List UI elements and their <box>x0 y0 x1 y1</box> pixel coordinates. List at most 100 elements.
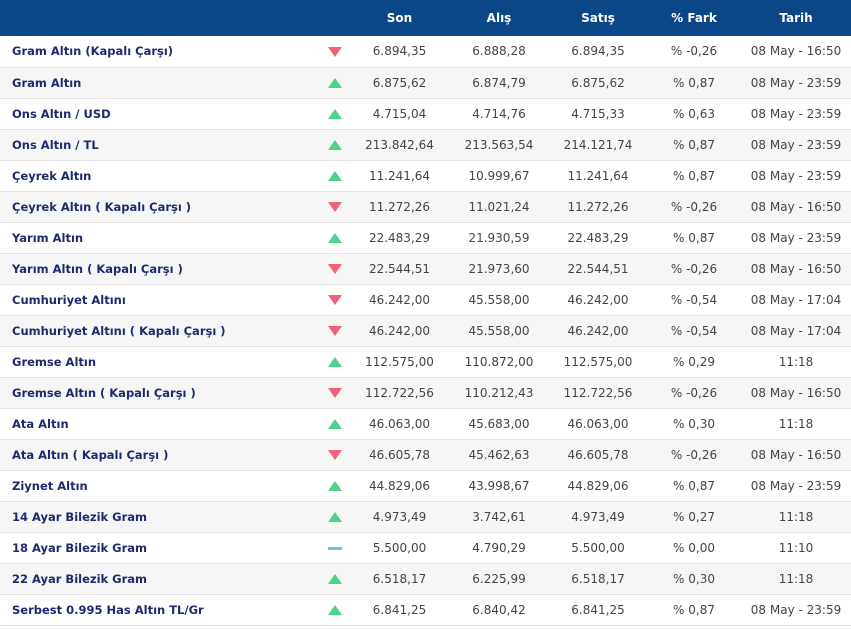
cell-satis: 4.715,33 <box>571 106 625 121</box>
cell-son: 112.575,00 <box>365 354 434 369</box>
trend-cell <box>320 67 350 98</box>
row-name-link[interactable]: Ata Altın ( Kapalı Çarşı ) <box>12 447 169 462</box>
cell-son: 22.483,29 <box>368 230 431 245</box>
trend-down-icon <box>328 388 342 398</box>
cell-son: 46.063,00 <box>368 416 431 431</box>
cell-fark: % 0,27 <box>673 509 715 524</box>
header-tarih[interactable]: Tarih <box>779 11 813 25</box>
cell-satis: 112.575,00 <box>563 354 633 369</box>
table-row[interactable]: Ziynet Altın 44.829,06 43.998,67 44.829,06%… <box>0 470 851 501</box>
cell-fark: % 0,87 <box>673 75 715 90</box>
cell-fark: % 0,00 <box>673 540 715 555</box>
cell-tarih: 08 May - 16:50 <box>750 261 842 276</box>
row-name-link[interactable]: Yarım Altın <box>12 230 84 245</box>
trend-cell <box>320 408 350 439</box>
row-name-link[interactable]: Ziynet Altın <box>12 478 88 493</box>
table-row[interactable]: Yarım Altın ( Kapalı Çarşı ) 22.544,51 21.… <box>0 253 851 284</box>
cell-alis: 6.225,99 <box>472 571 526 586</box>
cell-tarih: 08 May - 17:04 <box>750 292 842 307</box>
cell-alis: 45.558,00 <box>468 323 530 338</box>
cell-tarih: 08 May - 16:50 <box>750 447 842 462</box>
cell-tarih: 08 May - 17:04 <box>750 323 842 338</box>
cell-fark: % 0,30 <box>673 571 715 586</box>
header-fark[interactable]: % Fark <box>671 11 717 25</box>
table-row[interactable]: Gremse Altın ( Kapalı Çarşı ) 112.722,56 1… <box>0 377 851 408</box>
table-row[interactable]: Çeyrek Altın 11.241,64 10.999,67 11.241,64%… <box>0 160 851 191</box>
row-name-link[interactable]: Ata Altın <box>12 416 69 431</box>
cell-son: 4.715,04 <box>372 106 427 121</box>
cell-alis: 45.683,00 <box>468 416 530 431</box>
table-row[interactable]: 22 Ayar Bilezik Gram 6.518,17 6.225,99 6.51… <box>0 563 851 594</box>
header-son[interactable]: Son <box>386 11 413 25</box>
cell-satis: 22.483,29 <box>567 230 629 245</box>
cell-son: 6.518,17 <box>372 571 427 586</box>
row-name-link[interactable]: 14 Ayar Bilezik Gram <box>12 509 148 524</box>
header-trend <box>320 0 350 36</box>
table-row[interactable]: Serbest 0.995 Has Altın TL/Gr 6.841,25 6.8… <box>0 594 851 625</box>
cell-tarih: 08 May - 23:59 <box>750 75 842 90</box>
trend-cell <box>320 222 350 253</box>
table-row[interactable]: Cumhuriyet Altını 46.242,00 45.558,00 46.24… <box>0 284 851 315</box>
row-name-link[interactable]: Cumhuriyet Altını <box>12 292 126 307</box>
cell-fark: % 0,87 <box>673 602 715 617</box>
row-name-link[interactable]: Gram Altın <box>12 75 82 90</box>
trend-cell <box>320 315 350 346</box>
cell-alis: 110.212,43 <box>464 385 534 400</box>
row-name-link[interactable]: Serbest 0.995 Has Altın TL/Gr <box>12 602 204 617</box>
row-name-link[interactable]: Yarım Altın ( Kapalı Çarşı ) <box>12 261 183 276</box>
trend-up-icon <box>328 109 342 119</box>
cell-tarih: 08 May - 23:59 <box>750 168 842 183</box>
header-satis[interactable]: Satış <box>581 11 615 25</box>
cell-son: 46.605,78 <box>368 447 431 462</box>
table-row[interactable]: 18 Ayar Bilezik Gram 5.500,00 4.790,29 5.50… <box>0 532 851 563</box>
table-row[interactable]: Ata Altın ( Kapalı Çarşı ) 46.605,78 45.46… <box>0 439 851 470</box>
row-name-link[interactable]: 22 Ayar Bilezik Gram <box>12 571 148 586</box>
trend-up-icon <box>328 357 342 367</box>
row-name-link[interactable]: Ons Altın / USD <box>12 106 111 121</box>
header-alis[interactable]: Alış <box>486 11 512 25</box>
table-row[interactable]: Ata Altın 46.063,00 45.683,00 46.063,00 % 0,… <box>0 408 851 439</box>
cell-son: 22.544,51 <box>368 261 431 276</box>
table-row[interactable]: Gram Altın 6.875,62 6.874,79 6.875,62 % 0,87… <box>0 67 851 98</box>
table-row[interactable]: Gremse Altın 112.575,00 110.872,00 112.575,… <box>0 346 851 377</box>
table-row[interactable]: Ons Altın / TL 213.842,64 213.563,54 214.12… <box>0 129 851 160</box>
table-row[interactable]: Cumhuriyet Altını ( Kapalı Çarşı ) 46.242… <box>0 315 851 346</box>
row-name-link[interactable]: 18 Ayar Bilezik Gram <box>12 540 148 555</box>
table-row[interactable]: 14 Ayar Bilezik Gram 4.973,49 3.742,61 4.97… <box>0 501 851 532</box>
trend-down-icon <box>328 264 342 274</box>
row-name-link[interactable]: Ons Altın / TL <box>12 137 99 152</box>
row-name-link[interactable]: Çeyrek Altın ( Kapalı Çarşı ) <box>12 199 192 214</box>
cell-tarih: 11:18 <box>778 509 814 524</box>
cell-fark: % 0,30 <box>673 416 715 431</box>
cell-satis: 11.241,64 <box>567 168 629 183</box>
cell-tarih: 08 May - 23:59 <box>750 137 842 152</box>
cell-son: 6.875,62 <box>372 75 427 90</box>
table-row[interactable]: Çeyrek Altın ( Kapalı Çarşı ) 11.272,26 11… <box>0 191 851 222</box>
row-name-link[interactable]: Cumhuriyet Altını ( Kapalı Çarşı ) <box>12 323 226 338</box>
cell-fark: % -0,26 <box>670 447 718 462</box>
header-name <box>0 0 320 36</box>
cell-satis: 4.973,49 <box>571 509 625 524</box>
trend-down-icon <box>328 202 342 212</box>
cell-satis: 46.605,78 <box>567 447 629 462</box>
cell-tarih: 08 May - 16:50 <box>750 385 842 400</box>
cell-tarih: 08 May - 23:59 <box>750 602 842 617</box>
table-row[interactable]: Ons Altın / USD 4.715,04 4.714,76 4.715,33%… <box>0 98 851 129</box>
row-name-link[interactable]: Gremse Altın ( Kapalı Çarşı ) <box>12 385 196 400</box>
table-row[interactable]: Gram Altın (Kapalı Çarşı) 6.894,35 6.888,2… <box>0 36 851 67</box>
trend-cell <box>320 594 350 625</box>
cell-fark: % 0,87 <box>673 168 715 183</box>
cell-fark: % 0,87 <box>673 478 715 493</box>
cell-fark: % -0,26 <box>670 199 718 214</box>
cell-tarih: 11:18 <box>778 416 814 431</box>
trend-down-icon <box>328 450 342 460</box>
table-row[interactable]: Yarım Altın 22.483,29 21.930,59 22.483,29 % … <box>0 222 851 253</box>
row-name-link[interactable]: Çeyrek Altın <box>12 168 92 183</box>
trend-cell <box>320 377 350 408</box>
trend-cell <box>320 501 350 532</box>
cell-son: 213.842,64 <box>365 137 434 152</box>
row-name-link[interactable]: Gremse Altın <box>12 354 97 369</box>
cell-fark: % 0,29 <box>673 354 715 369</box>
row-name-link[interactable]: Gram Altın (Kapalı Çarşı) <box>12 44 174 59</box>
cell-tarih: 08 May - 23:59 <box>750 106 842 121</box>
